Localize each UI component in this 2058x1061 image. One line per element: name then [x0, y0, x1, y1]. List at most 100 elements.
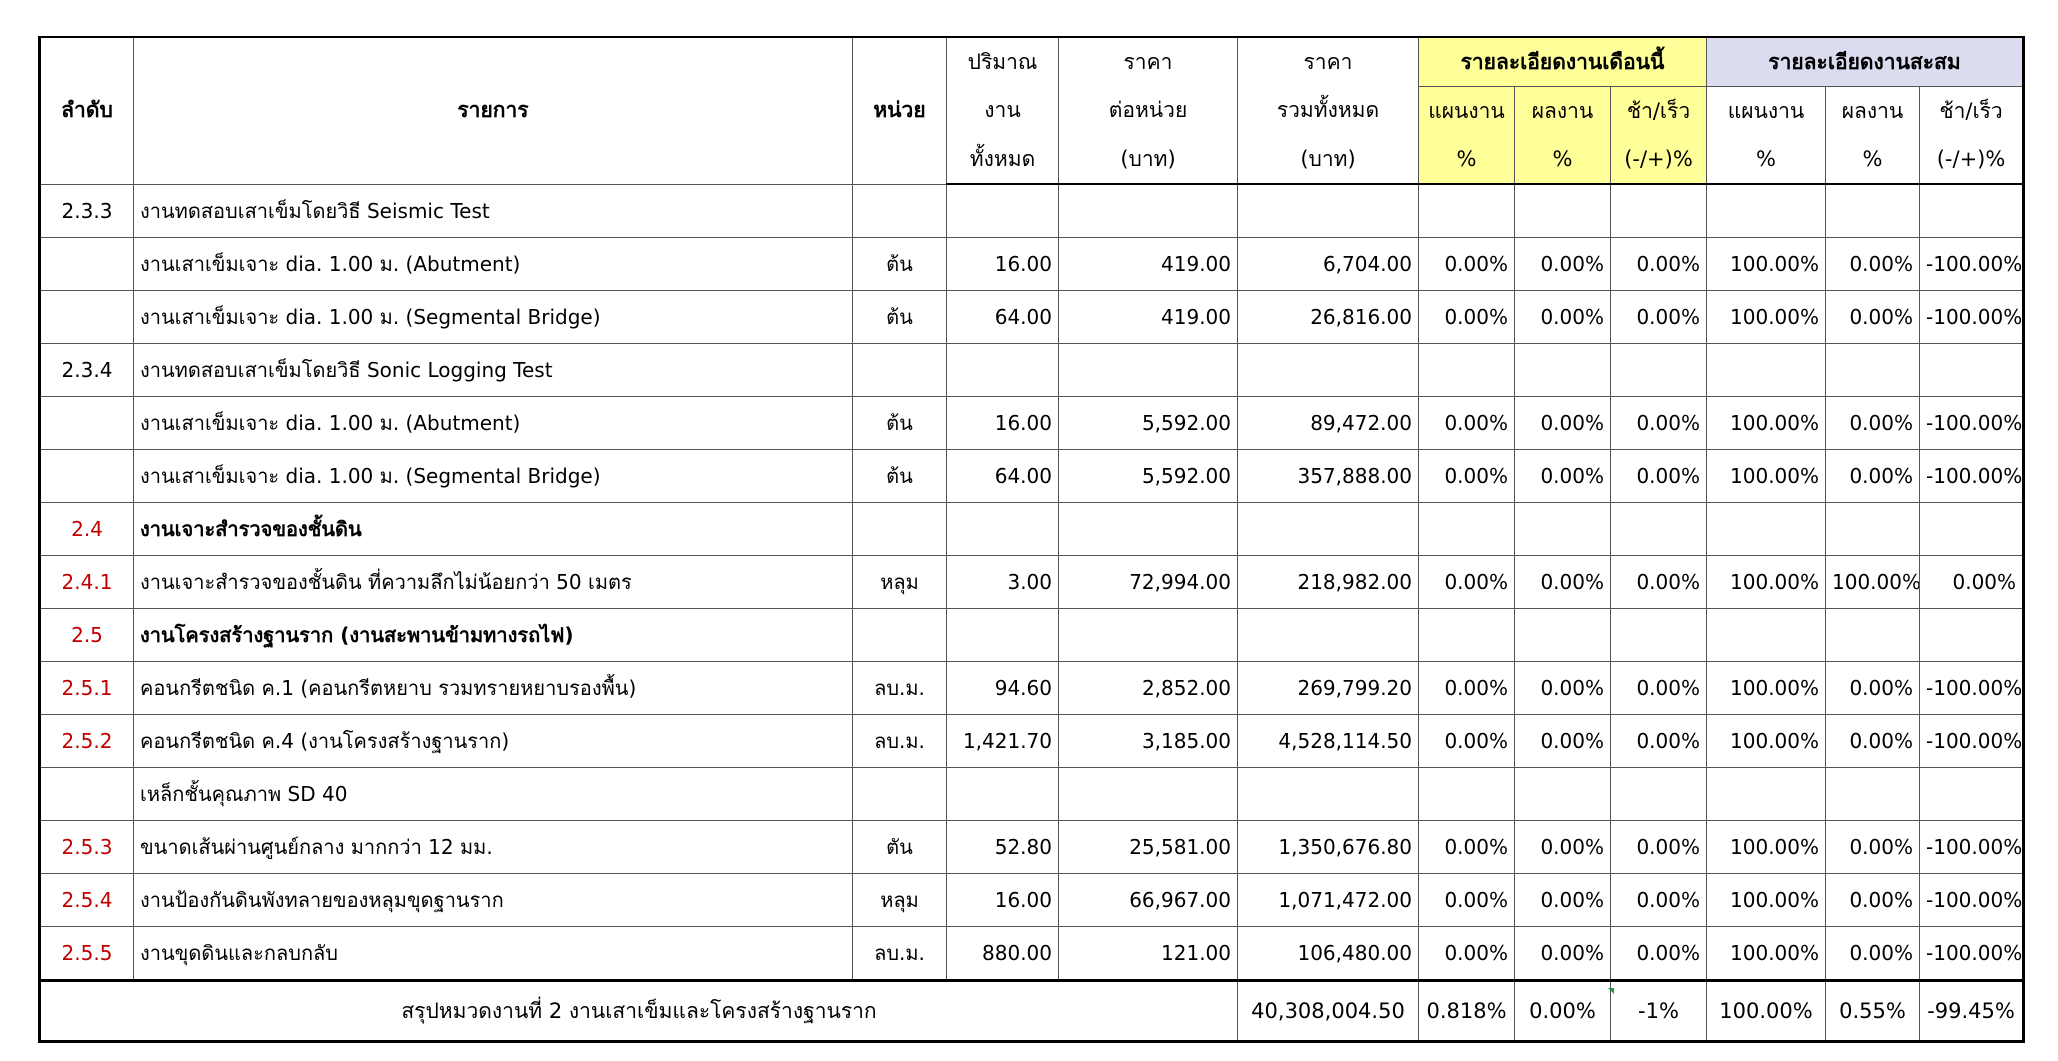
- header-cum-plan-unit: %: [1706, 135, 1826, 185]
- cell-unit-price: 72,994.00: [1058, 555, 1238, 609]
- cell-total-price: [1237, 183, 1419, 238]
- cell-month-result: [1514, 608, 1611, 662]
- cell-month-variance: 0.00%: [1610, 396, 1707, 450]
- cell-item: งานป้องกันดินพังทลายของหลุมขุดฐานราก: [133, 873, 853, 927]
- cell-cum-result: 0.00%: [1825, 290, 1920, 344]
- cell-cum-plan: 100.00%: [1706, 396, 1826, 450]
- cell-cum-plan: 100.00%: [1706, 714, 1826, 768]
- cell-no: 2.4: [38, 502, 134, 556]
- table-row: 2.5.2 คอนกรีตชนิด ค.4 (งานโครงสร้างฐานราก…: [38, 714, 2026, 768]
- cell-unit-price: 2,852.00: [1058, 661, 1238, 715]
- cell-no: [38, 449, 134, 503]
- cell-unit: ลบ.ม.: [852, 714, 947, 768]
- cell-unit: ตัน: [852, 820, 947, 874]
- header-unit: หน่วย: [852, 36, 947, 185]
- cell-item: งานโครงสร้างฐานราก (งานสะพานข้ามทางรถไฟ): [133, 608, 853, 662]
- cell-cum-result: 0.00%: [1825, 237, 1920, 291]
- cell-cum-variance: [1918, 183, 2026, 238]
- table-row: 2.5.1 คอนกรีตชนิด ค.1 (คอนกรีตหยาบ รวมทรา…: [38, 661, 2026, 715]
- header-month-group: รายละเอียดงานเดือนนี้: [1418, 36, 1707, 87]
- cell-cum-variance: [1918, 343, 2026, 397]
- table-row: 2.5.4 งานป้องกันดินพังทลายของหลุมขุดฐานรา…: [38, 873, 2026, 927]
- cell-qty: 16.00: [946, 396, 1059, 450]
- header-cum-result: ผลงาน: [1825, 86, 1920, 135]
- cell-cum-variance: -100.00%: [1918, 714, 2026, 768]
- cell-unit-price: 419.00: [1058, 237, 1238, 291]
- table-row: 2.5 งานโครงสร้างฐานราก (งานสะพานข้ามทางรถ…: [38, 608, 2026, 662]
- cell-cum-plan: [1706, 183, 1826, 238]
- summary-row: สรุปหมวดงานที่ 2 งานเสาเข็มและโครงสร้างฐ…: [38, 979, 2026, 1043]
- cell-month-result: 0.00%: [1514, 449, 1611, 503]
- cell-unit: [852, 183, 947, 238]
- cell-cum-result: [1825, 183, 1920, 238]
- table-row: 2.3.3 งานทดสอบเสาเข็มโดยวิธี Seismic Test: [38, 183, 2026, 238]
- cell-total-price: [1237, 608, 1419, 662]
- cell-unit: ลบ.ม.: [852, 661, 947, 715]
- cell-no: 2.3.3: [38, 183, 134, 238]
- cell-unit-price: [1058, 767, 1238, 821]
- cell-month-variance: [1610, 183, 1707, 238]
- cell-item: งานเสาเข็มเจาะ dia. 1.00 ม. (Segmental B…: [133, 449, 853, 503]
- cell-unit-price: 5,592.00: [1058, 449, 1238, 503]
- cell-month-variance: 0.00%: [1610, 873, 1707, 927]
- summary-cum-plan: 100.00%: [1706, 979, 1826, 1043]
- cell-cum-plan: 100.00%: [1706, 661, 1826, 715]
- table-row: เหล็กชั้นคุณภาพ SD 40: [38, 767, 2026, 821]
- cell-cum-plan: 100.00%: [1706, 555, 1826, 609]
- cell-cum-plan: [1706, 502, 1826, 556]
- table-row: งานเสาเข็มเจาะ dia. 1.00 ม. (Abutment) ต้…: [38, 237, 2026, 291]
- cell-qty: 94.60: [946, 661, 1059, 715]
- progress-table: ลำดับ รายการ หน่วย ปริมาณ ราคา ราคา รายล…: [38, 36, 2026, 1043]
- cell-no: 2.5: [38, 608, 134, 662]
- cell-cum-plan: 100.00%: [1706, 237, 1826, 291]
- cell-no: 2.5.4: [38, 873, 134, 927]
- header-month-result-unit: %: [1514, 135, 1611, 185]
- cell-unit-price: 5,592.00: [1058, 396, 1238, 450]
- summary-month-plan: 0.818%: [1418, 979, 1515, 1043]
- cell-qty: 52.80: [946, 820, 1059, 874]
- cell-cum-result: 0.00%: [1825, 873, 1920, 927]
- cell-no: 2.4.1: [38, 555, 134, 609]
- cell-month-plan: 0.00%: [1418, 290, 1515, 344]
- cell-month-plan: 0.00%: [1418, 661, 1515, 715]
- cell-total-price: 1,350,676.80: [1237, 820, 1419, 874]
- cell-qty: [946, 502, 1059, 556]
- cell-cum-variance: -100.00%: [1918, 449, 2026, 503]
- summary-month-variance: -1%: [1610, 979, 1707, 1043]
- cell-qty: 880.00: [946, 926, 1059, 981]
- cell-unit-price: 25,581.00: [1058, 820, 1238, 874]
- header-cum-variance-unit: (-/+)%: [1918, 135, 2026, 185]
- cell-unit-price: 121.00: [1058, 926, 1238, 981]
- header-unit-price-1: ราคา: [1058, 36, 1238, 87]
- cell-cum-plan: [1706, 767, 1826, 821]
- header-no: ลำดับ: [38, 36, 134, 185]
- cell-qty: 1,421.70: [946, 714, 1059, 768]
- cell-qty: [946, 183, 1059, 238]
- cell-cum-variance: -100.00%: [1918, 820, 2026, 874]
- cell-unit: ต้น: [852, 396, 947, 450]
- cell-cum-variance: -100.00%: [1918, 396, 2026, 450]
- cell-cum-plan: [1706, 608, 1826, 662]
- cell-qty: [946, 767, 1059, 821]
- header-qty-2: งาน: [946, 86, 1059, 135]
- cell-cum-plan: 100.00%: [1706, 449, 1826, 503]
- cell-total-price: 1,071,472.00: [1237, 873, 1419, 927]
- cell-month-result: 0.00%: [1514, 555, 1611, 609]
- cell-item: งานเจาะสำรวจของชั้นดิน: [133, 502, 853, 556]
- cell-unit: ต้น: [852, 290, 947, 344]
- cell-month-result: [1514, 343, 1611, 397]
- cell-cum-variance: [1918, 767, 2026, 821]
- cell-qty: 64.00: [946, 449, 1059, 503]
- cell-no: 2.5.3: [38, 820, 134, 874]
- cell-month-plan: 0.00%: [1418, 820, 1515, 874]
- cell-month-plan: [1418, 608, 1515, 662]
- cell-cum-result: [1825, 502, 1920, 556]
- header-month-result: ผลงาน: [1514, 86, 1611, 135]
- cell-month-plan: [1418, 502, 1515, 556]
- cell-unit: ลบ.ม.: [852, 926, 947, 981]
- cell-month-variance: 0.00%: [1610, 926, 1707, 981]
- cell-item: เหล็กชั้นคุณภาพ SD 40: [133, 767, 853, 821]
- cell-cum-variance: [1918, 608, 2026, 662]
- cell-month-plan: 0.00%: [1418, 926, 1515, 981]
- header-total-price-1: ราคา: [1237, 36, 1419, 87]
